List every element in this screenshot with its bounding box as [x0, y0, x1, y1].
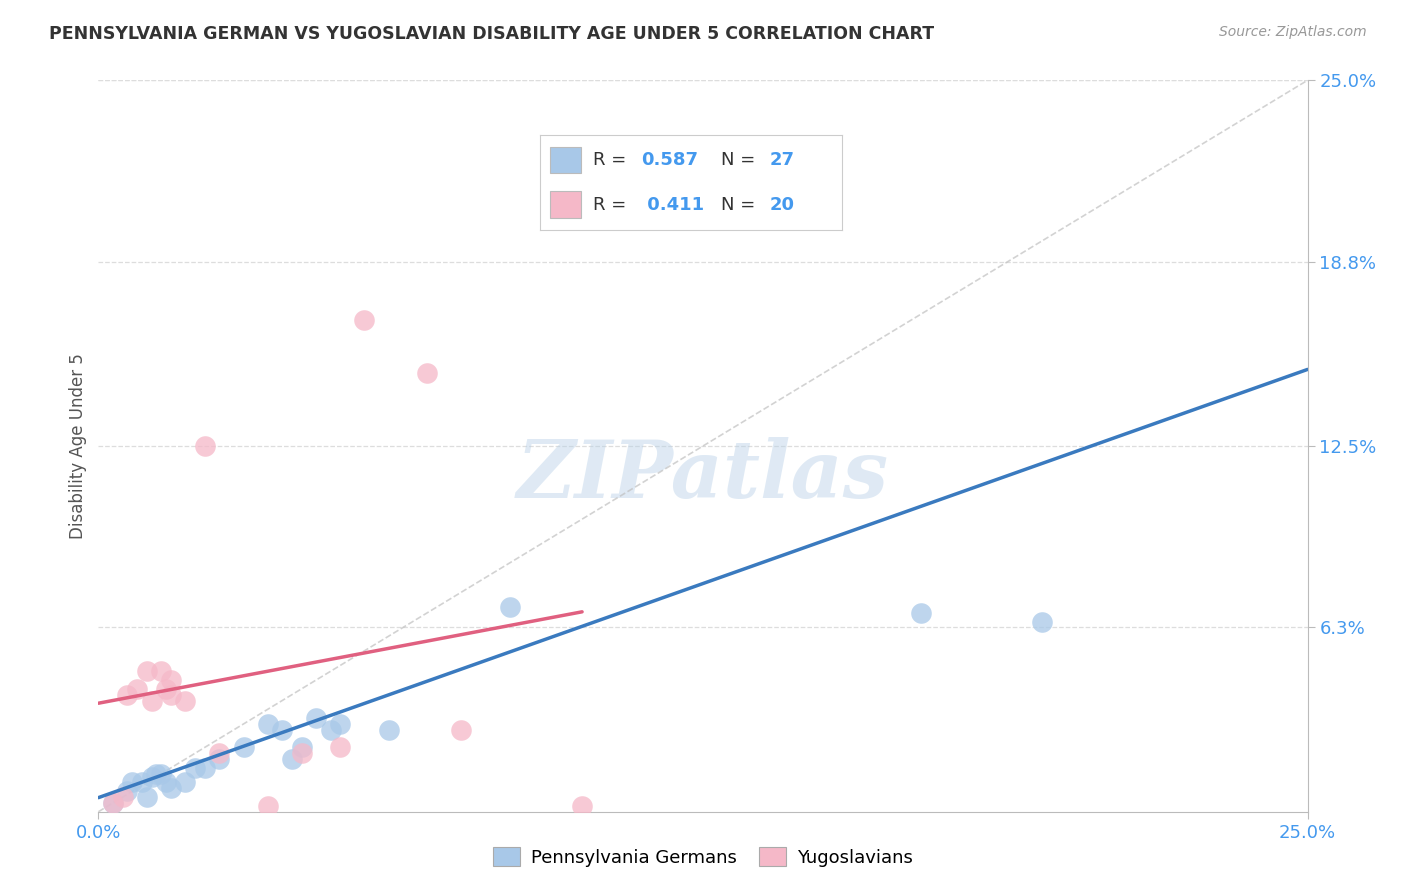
- Point: [208, 752, 231, 766]
- Point: [256, 798, 278, 813]
- Point: [131, 775, 153, 789]
- Y-axis label: Disability Age Under 5: Disability Age Under 5: [69, 353, 87, 539]
- Point: [184, 761, 207, 775]
- Point: [232, 740, 254, 755]
- Point: [416, 366, 439, 380]
- Legend: Pennsylvania Germans, Yugoslavians: Pennsylvania Germans, Yugoslavians: [486, 840, 920, 874]
- Point: [281, 752, 304, 766]
- Point: [145, 766, 167, 780]
- Point: [160, 673, 183, 687]
- Point: [194, 439, 217, 453]
- Point: [141, 693, 163, 707]
- Point: [101, 796, 124, 810]
- Point: [716, 176, 738, 190]
- Text: ZIPatlas: ZIPatlas: [517, 436, 889, 514]
- Point: [194, 761, 217, 775]
- Point: [319, 723, 342, 737]
- Point: [290, 740, 312, 755]
- Point: [117, 784, 139, 798]
- Point: [498, 599, 520, 614]
- Point: [150, 766, 173, 780]
- Point: [571, 798, 593, 813]
- Point: [305, 711, 328, 725]
- Point: [101, 796, 124, 810]
- Point: [910, 606, 932, 620]
- Point: [135, 665, 157, 679]
- Point: [141, 770, 163, 784]
- Point: [377, 723, 399, 737]
- Point: [160, 688, 183, 702]
- Point: [155, 775, 177, 789]
- Point: [271, 723, 294, 737]
- Point: [111, 790, 134, 805]
- Point: [121, 775, 143, 789]
- Text: PENNSYLVANIA GERMAN VS YUGOSLAVIAN DISABILITY AGE UNDER 5 CORRELATION CHART: PENNSYLVANIA GERMAN VS YUGOSLAVIAN DISAB…: [49, 25, 935, 43]
- Point: [1031, 615, 1053, 629]
- Point: [353, 313, 375, 327]
- Point: [150, 665, 173, 679]
- Point: [117, 688, 139, 702]
- Point: [160, 781, 183, 796]
- Point: [135, 790, 157, 805]
- Point: [256, 717, 278, 731]
- Point: [155, 681, 177, 696]
- Point: [450, 723, 472, 737]
- Point: [127, 681, 149, 696]
- Point: [208, 746, 231, 760]
- Point: [174, 693, 197, 707]
- Point: [329, 717, 352, 731]
- Text: Source: ZipAtlas.com: Source: ZipAtlas.com: [1219, 25, 1367, 39]
- Point: [174, 775, 197, 789]
- Point: [329, 740, 352, 755]
- Point: [290, 746, 312, 760]
